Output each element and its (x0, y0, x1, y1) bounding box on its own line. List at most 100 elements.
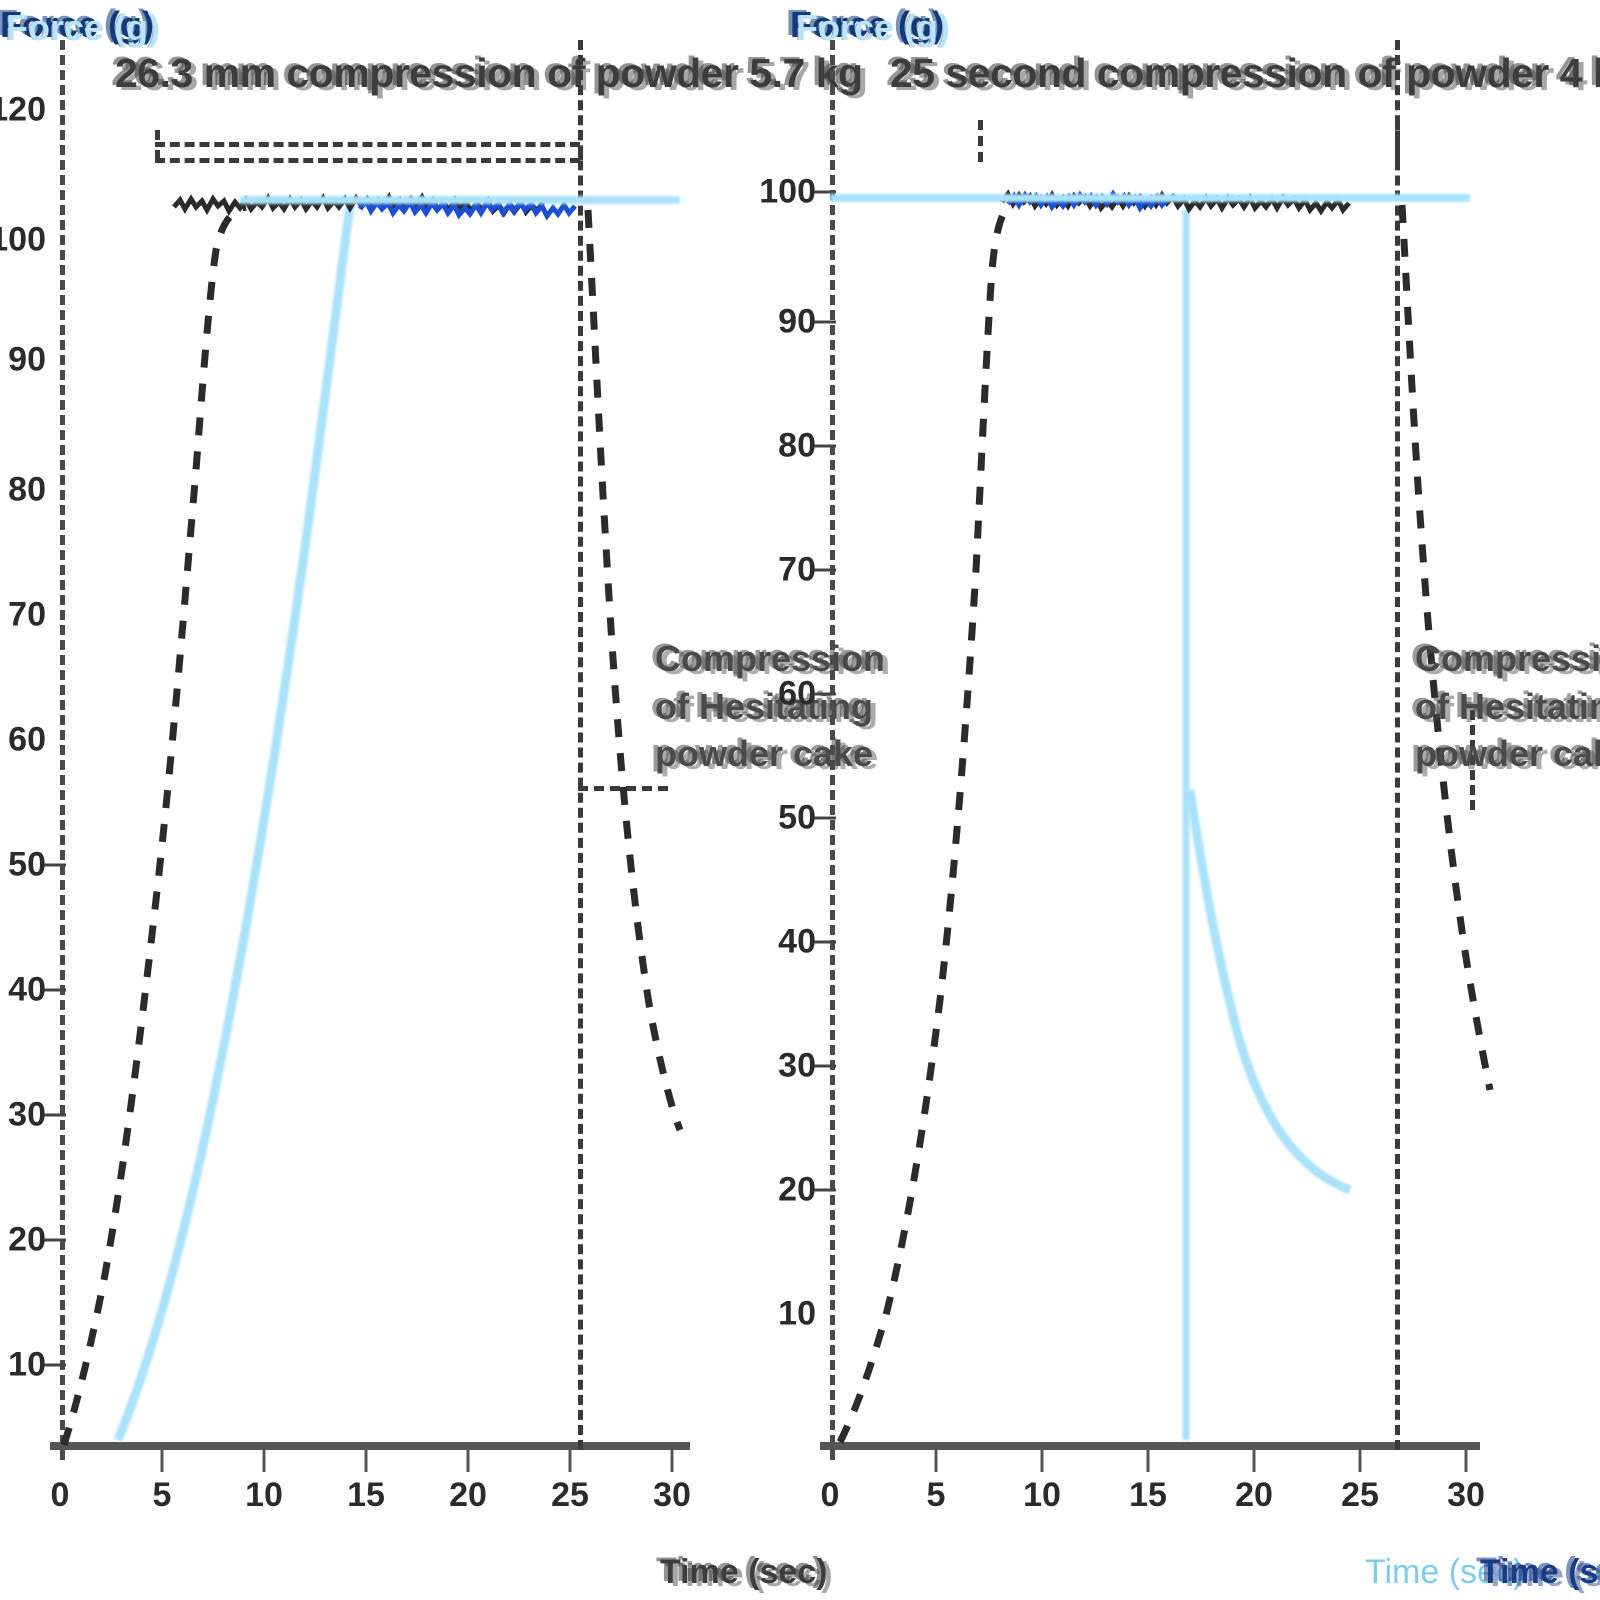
xtick-left-2: 10 (245, 1476, 283, 1514)
xtick-mark-right-3 (1146, 1450, 1150, 1472)
xtick-left-1: 5 (152, 1476, 172, 1514)
panel-right-callout: Compression of Hesitating powder cake (1415, 635, 1600, 778)
xtick-mark-right-4 (1252, 1450, 1256, 1472)
ytick-mark-right-4 (814, 692, 836, 696)
ytick-left-9: 20 (8, 1220, 46, 1259)
panel-left-callout-line-2: powder cake (655, 730, 885, 778)
compression-end-guide-right (1395, 40, 1400, 1450)
y-axis-label-right-dark: Force (g) (790, 4, 944, 45)
panel-left-plot-area: 120 100 90 80 70 60 50 40 30 20 10 0 5 1… (0, 40, 885, 1514)
xtick-mark-right-5 (1358, 1450, 1362, 1472)
panel-right-callout-line-0: Compression (1415, 635, 1600, 683)
ytick-right-5: 50 (778, 798, 816, 837)
xtick-mark-left-2 (262, 1450, 266, 1472)
xtick-mark-right-2 (1040, 1450, 1044, 1472)
compression-end-guide-left (578, 40, 583, 1450)
ytick-mark-left-9 (44, 1238, 66, 1242)
curve-blue-noisy-left (358, 196, 577, 221)
y-axis-label-left-light: Force (g) (6, 7, 161, 48)
ytick-left-10: 10 (8, 1345, 46, 1384)
xtick-right-5: 25 (1341, 1476, 1379, 1514)
ytick-right-7: 30 (778, 1046, 816, 1085)
ytick-mark-right-8 (814, 1188, 836, 1192)
xtick-mark-left-6 (670, 1450, 674, 1472)
panel-left-curves (60, 192, 684, 1447)
y-axis-label-left-dark: Force (g) (0, 4, 154, 45)
xtick-right-1: 5 (926, 1476, 946, 1514)
panel-right-plot-area: 100 90 80 70 60 50 40 30 20 10 0 5 10 15… (759, 40, 1600, 1514)
ytick-left-5: 60 (8, 720, 46, 759)
panel-left-title: 26.3 mm compression of powder 5.7 kg (115, 50, 863, 97)
xtick-mark-left-3 (364, 1450, 368, 1472)
ytick-right-4: 60 (778, 674, 816, 713)
panel-left-y-axis (60, 40, 65, 1460)
xtick-right-0: 0 (820, 1476, 840, 1514)
xtick-mark-right-1 (934, 1450, 938, 1472)
ytick-left-7: 40 (8, 970, 46, 1009)
panel-right-x-axis (820, 1442, 1480, 1450)
panel-right-callout-line-2: powder cake (1415, 730, 1600, 778)
curve-dark-rise-right (836, 198, 1016, 1444)
y-axis-label-left: Force (g) Force (g) (0, 4, 160, 48)
plateau-bracket-top-left-2 (155, 158, 580, 163)
ytick-left-0: 120 (0, 90, 46, 129)
xtick-left-4: 20 (449, 1476, 487, 1514)
panel-right-y-axis (830, 40, 835, 1460)
ytick-left-4: 70 (8, 595, 46, 634)
ytick-mark-right-3 (814, 568, 836, 572)
ytick-mark-left-10 (44, 1363, 66, 1367)
ytick-mark-right-1 (814, 320, 836, 324)
xtick-right-6: 30 (1447, 1476, 1485, 1514)
panel-left-x-axis (50, 1442, 690, 1450)
xtick-left-6: 30 (653, 1476, 691, 1514)
curve-dark-fall-left (584, 209, 684, 1132)
ytick-right-3: 70 (778, 550, 816, 589)
ytick-mark-right-0 (814, 190, 836, 194)
xtick-right-4: 20 (1235, 1476, 1273, 1514)
x-axis-label-right-dark: Time (sec) (1480, 1553, 1600, 1592)
panel-left-callout-line-0: Compression (655, 635, 885, 683)
curve-dark-fall-right (1398, 204, 1494, 1091)
ytick-right-2: 80 (778, 426, 816, 465)
ytick-mark-right-7 (814, 1064, 836, 1068)
plateau-bracket-top-left (155, 142, 580, 147)
ytick-left-1: 100 (0, 220, 46, 259)
ytick-left-3: 80 (8, 470, 46, 509)
ytick-right-6: 40 (778, 922, 816, 961)
xtick-mark-right-6 (1464, 1450, 1468, 1472)
xtick-left-0: 0 (50, 1476, 70, 1514)
ytick-right-9: 10 (778, 1294, 816, 1333)
ytick-right-1: 90 (778, 302, 816, 341)
y-axis-label-right: Force (g) Force (g) (790, 4, 950, 48)
xtick-right-2: 10 (1023, 1476, 1061, 1514)
panel-left-callout-line-1: of Hesitating (655, 683, 885, 731)
curve-dark-rise-left (60, 203, 247, 1447)
ytick-mark-left-8 (44, 1113, 66, 1117)
panel-right: 25 second compression of powder 4 kg 10 0… (759, 0, 1600, 1600)
curve-cyan-left (113, 204, 355, 1442)
xtick-right-3: 15 (1129, 1476, 1167, 1514)
curve-cyan-decay-right (1185, 789, 1352, 1195)
x-axis-label-left: Time (sec) (660, 1553, 828, 1592)
panel-left: 26.3 mm compression of powder 5.7 kg 120… (0, 0, 885, 1600)
xtick-left-5: 25 (551, 1476, 589, 1514)
ytick-mark-left-7 (44, 988, 66, 992)
xtick-left-3: 15 (347, 1476, 385, 1514)
xtick-mark-left-1 (160, 1450, 164, 1472)
ytick-mark-right-6 (814, 940, 836, 944)
ytick-mark-left-6 (44, 863, 66, 867)
panel-right-curves (830, 189, 1494, 1444)
ytick-mark-right-5 (814, 816, 836, 820)
y-axis-label-right-light: Force (g) (796, 7, 951, 48)
ytick-right-8: 20 (778, 1170, 816, 1209)
ytick-left-8: 30 (8, 1095, 46, 1134)
panel-right-callout-line-1: of Hesitating (1415, 683, 1600, 731)
xtick-mark-left-5 (568, 1450, 572, 1472)
plateau-bracket-tick-a (155, 130, 160, 160)
ytick-left-6: 50 (8, 845, 46, 884)
panel-left-callout: Compression of Hesitating powder cake (655, 635, 885, 778)
panel-right-title: 25 second compression of powder 4 kg (890, 50, 1600, 97)
ytick-left-2: 90 (8, 340, 46, 379)
plateau-bracket-tick-c (978, 120, 983, 162)
